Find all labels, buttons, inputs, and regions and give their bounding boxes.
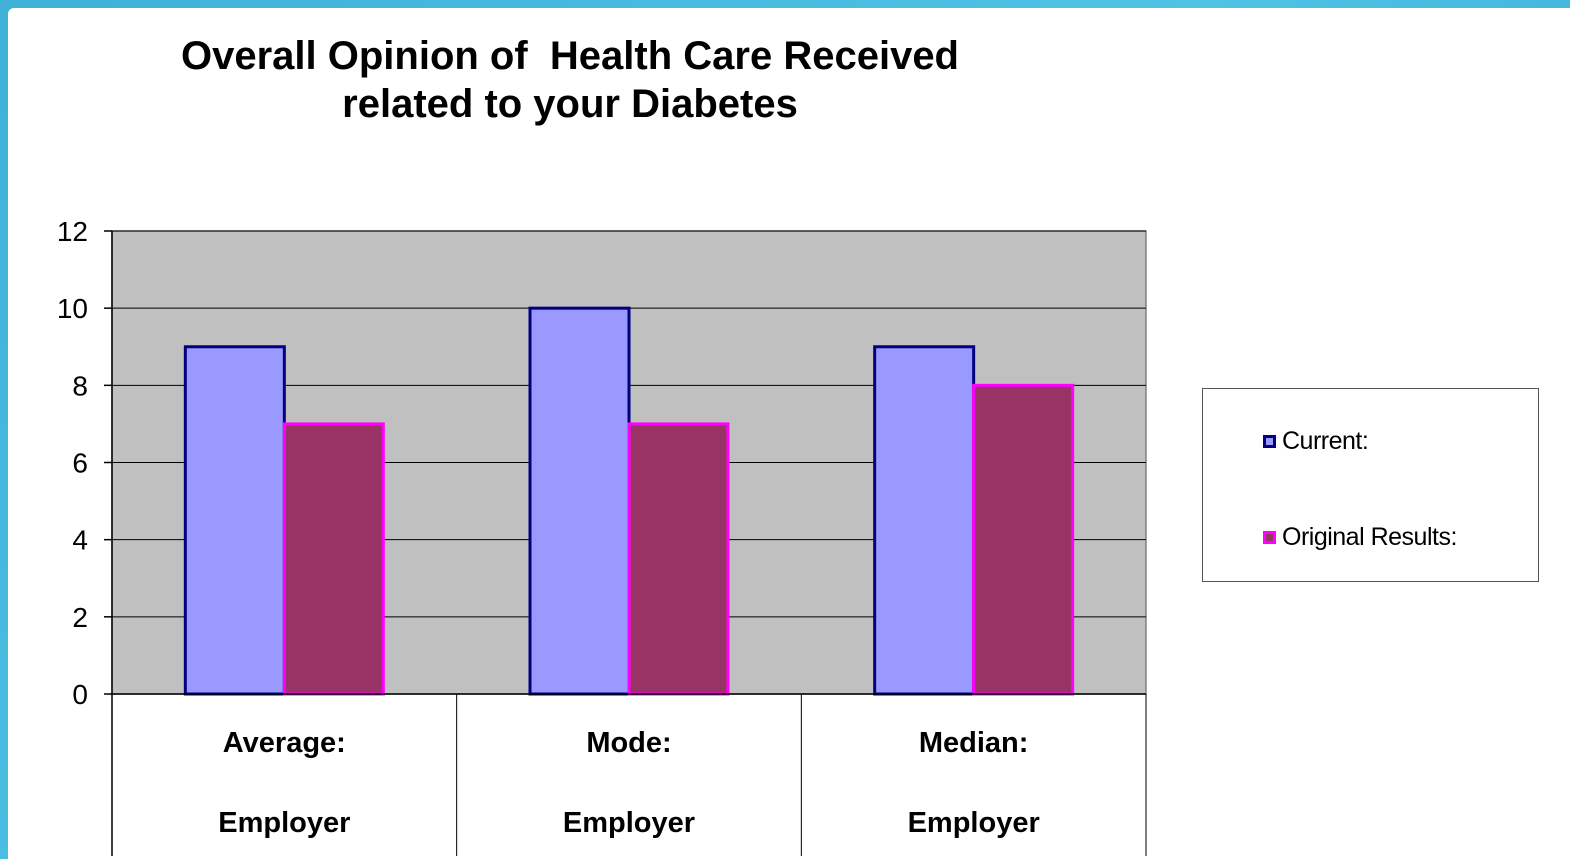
y-tick-label-0: 0 (72, 679, 88, 710)
legend-swatch-original-results (1263, 531, 1276, 544)
y-tick-label-2: 2 (72, 602, 88, 633)
x-axis-table: Average: Employer Mode: Employer Median: Empl… (112, 693, 1147, 856)
x-category-label-2: Mode: (586, 727, 671, 759)
chart-title-line-2: related to your Diabetes (342, 82, 798, 126)
x-category-label-3: Median: (919, 727, 1029, 759)
y-tick-label-8: 8 (72, 370, 88, 401)
bar-original-results-3 (972, 383, 1075, 696)
legend: Current: Original Results: (1202, 388, 1539, 582)
legend-item-original-results: Original Results: (1263, 523, 1457, 552)
y-tick-label-12: 12 (57, 216, 88, 247)
bars (183, 306, 1075, 696)
y-tick-label-4: 4 (72, 525, 88, 556)
legend-swatch-current (1263, 435, 1276, 448)
x-category-sublabel-1: Employer (218, 807, 350, 839)
x-category-sublabel-3: Employer (908, 807, 1040, 839)
bar-current-3 (873, 345, 976, 696)
chart-title-line-1: Overall Opinion of Health Care Received (180, 34, 959, 78)
bar-current-2 (528, 306, 631, 696)
bar-current-1 (183, 345, 286, 696)
bar-original-results-2 (627, 422, 730, 696)
y-tick-label-10: 10 (57, 293, 88, 324)
bar-original-results-1 (282, 422, 385, 696)
x-category-label-1: Average: (223, 727, 346, 759)
chart-title: Overall Opinion of Health Care Received … (100, 32, 1040, 128)
legend-item-current: Current: (1263, 427, 1369, 456)
legend-label-original-results: Original Results: (1282, 523, 1457, 551)
x-category-sublabel-2: Employer (563, 807, 695, 839)
legend-label-current: Current: (1282, 427, 1369, 455)
y-tick-label-6: 6 (72, 448, 88, 479)
y-axis: 0 2 4 6 8 10 12 (57, 216, 113, 856)
